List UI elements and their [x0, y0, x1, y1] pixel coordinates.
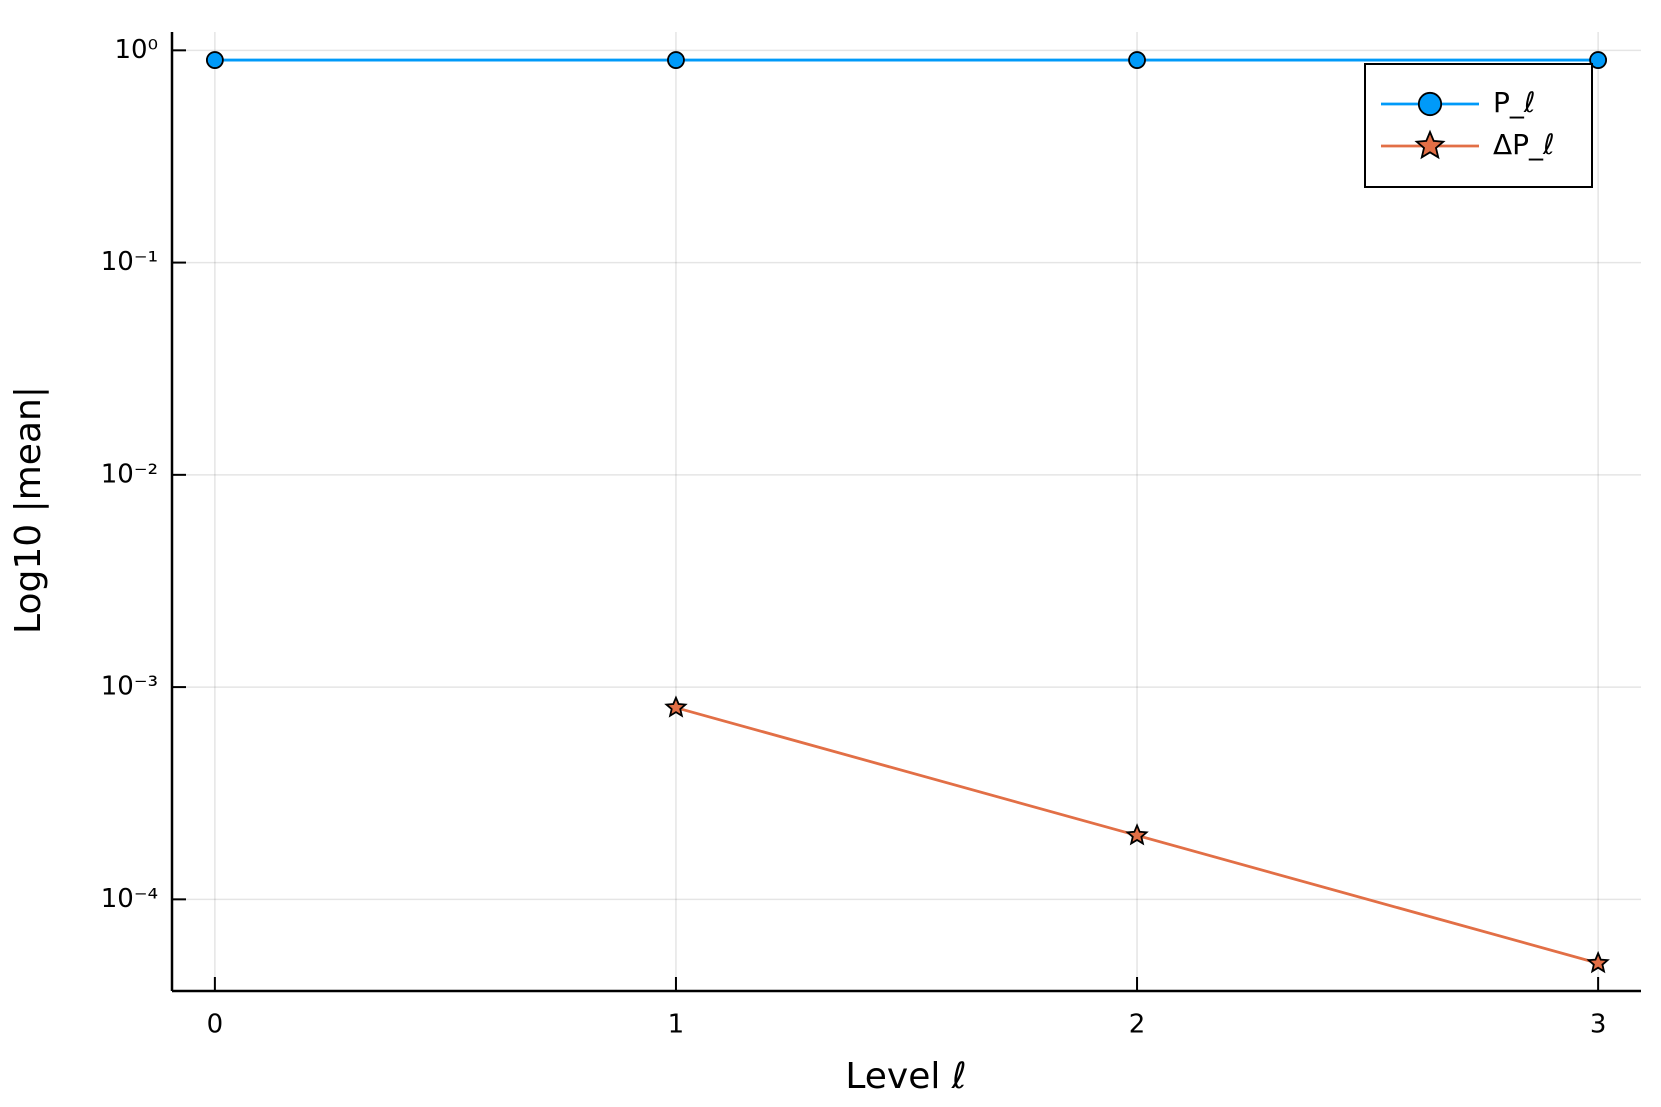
legend-label: P_ℓ [1493, 86, 1535, 119]
legend-label: ΔP_ℓ [1493, 128, 1555, 161]
legend-marker [1414, 129, 1446, 160]
marker [1128, 51, 1146, 69]
marker [1586, 950, 1610, 974]
legend-box [1364, 63, 1593, 188]
marker [205, 51, 224, 69]
legend: P_ℓ ΔP_ℓ [1364, 63, 1593, 188]
y-tick-label: 10⁻² [101, 459, 158, 489]
y-axis-label: Log10 |mean| [8, 386, 49, 634]
x-axis-label: Level ℓ [845, 1056, 966, 1097]
x-tick-label: 2 [1129, 1010, 1146, 1040]
y-tick-label: 10⁻⁴ [101, 884, 158, 914]
marker [664, 695, 688, 718]
y-tick-label: 10⁰ [114, 35, 158, 65]
x-tick-label: 3 [1590, 1010, 1607, 1040]
legend-marker [1417, 91, 1443, 117]
y-tick-label: 10⁻¹ [101, 247, 158, 277]
x-tick-label: 0 [207, 1010, 224, 1040]
y-tick-label: 10⁻³ [101, 672, 158, 702]
marker [1125, 823, 1149, 846]
x-tick-label: 1 [668, 1010, 685, 1040]
marker [667, 51, 685, 69]
marker [1589, 51, 1608, 69]
